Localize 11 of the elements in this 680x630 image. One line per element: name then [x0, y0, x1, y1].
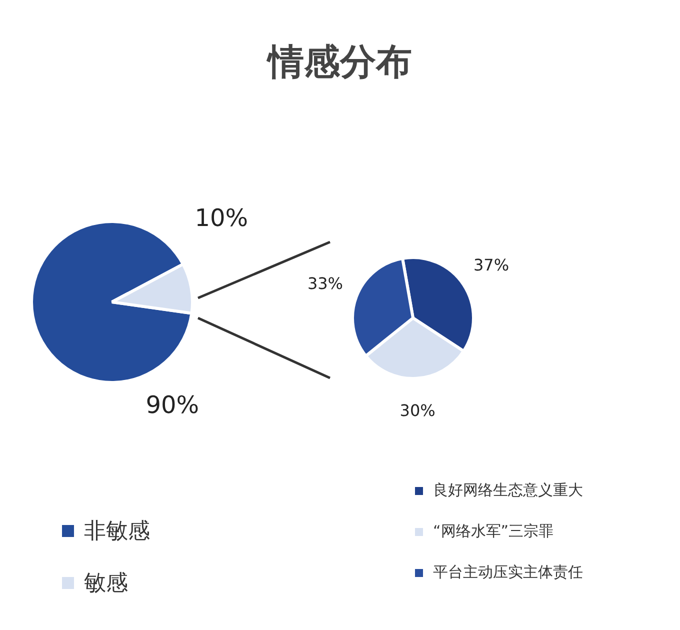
- data-label: 30%: [400, 400, 436, 420]
- text: 情感分布: [266, 41, 413, 85]
- legend-label: 敏感: [84, 570, 128, 598]
- legend-label: 平台主动压实主体责任: [433, 563, 583, 582]
- legend-label: “网络水军”三宗罪: [433, 522, 554, 541]
- data-label: 33%: [307, 274, 343, 294]
- legend-label: 良好网络生态意义重大: [433, 481, 583, 500]
- data-label: 37%: [474, 256, 510, 275]
- data-label: 90%: [146, 390, 200, 419]
- data-label: 10%: [194, 204, 248, 232]
- legend-label: 非敏感: [84, 518, 150, 546]
